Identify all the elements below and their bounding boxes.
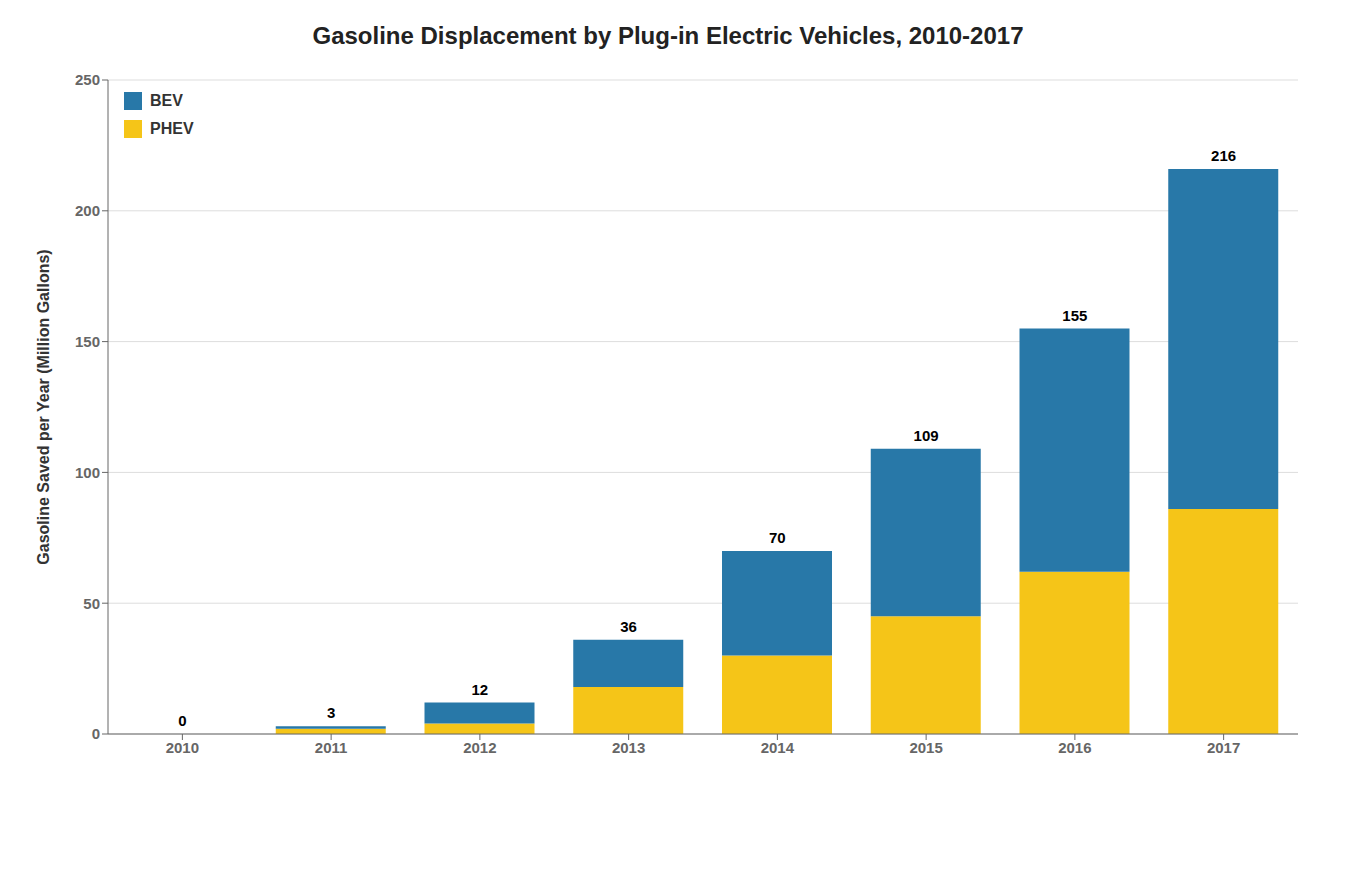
svg-text:100: 100 [75, 464, 100, 481]
svg-text:109: 109 [914, 427, 939, 444]
svg-text:70: 70 [769, 529, 786, 546]
svg-text:250: 250 [75, 71, 100, 88]
svg-text:2014: 2014 [761, 739, 795, 756]
svg-text:2017: 2017 [1207, 739, 1240, 756]
svg-text:0: 0 [92, 725, 100, 742]
html-text:PHEV: PHEV [150, 120, 194, 137]
svg-text:50: 50 [83, 595, 100, 612]
svg-text:3: 3 [327, 704, 335, 721]
svg-text:200: 200 [75, 202, 100, 219]
svg-text:2010: 2010 [166, 739, 199, 756]
svg-text:2013: 2013 [612, 739, 645, 756]
svg-text:2011: 2011 [315, 739, 348, 756]
svg-text:36: 36 [620, 618, 637, 635]
svg-text:2016: 2016 [1058, 739, 1091, 756]
svg-text:Gasoline Saved per Year (Milli: Gasoline Saved per Year (Million Gallons… [35, 249, 52, 564]
svg-text:2015: 2015 [909, 739, 942, 756]
svg-text:150: 150 [75, 333, 100, 350]
svg-text:12: 12 [472, 681, 489, 698]
html-text:Gasoline Displacement by Plug-: Gasoline Displacement by Plug-in Electri… [312, 22, 1024, 49]
svg-text:216: 216 [1211, 147, 1236, 164]
svg-text:155: 155 [1062, 307, 1087, 324]
html-text:BEV: BEV [150, 92, 183, 109]
svg-text:2012: 2012 [463, 739, 496, 756]
svg-text:0: 0 [178, 712, 186, 729]
